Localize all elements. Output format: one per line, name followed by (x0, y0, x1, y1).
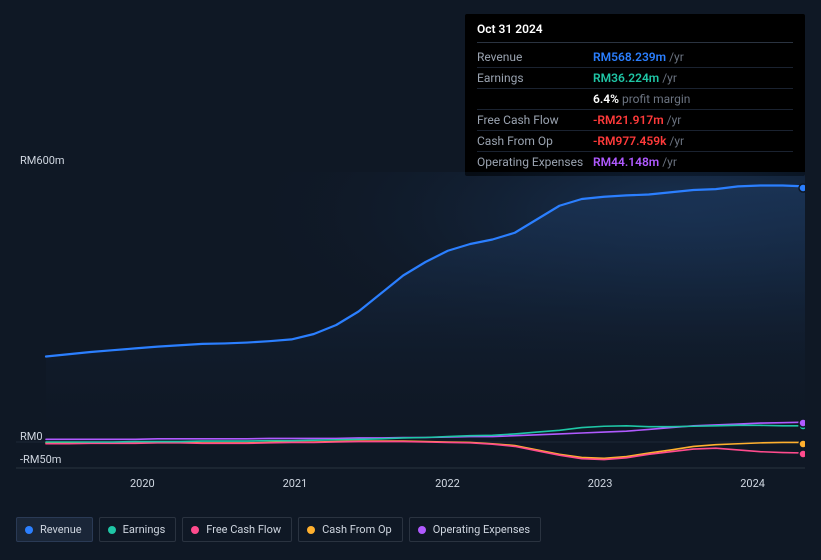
xtick: 2024 (740, 477, 765, 490)
legend-dot (25, 526, 33, 534)
legend-label: Operating Expenses (433, 523, 530, 536)
legend-item-earnings[interactable]: Earnings (99, 517, 177, 542)
legend-item-revenue[interactable]: Revenue (16, 517, 93, 542)
xtick: 2021 (283, 477, 308, 490)
legend-dot (191, 526, 199, 534)
tooltip-label: Cash From Op (477, 133, 593, 149)
tooltip-label: Revenue (477, 49, 593, 65)
tooltip-suffix: /yr (662, 70, 677, 86)
tooltip-row: RevenueRM568.239m/yr (477, 47, 793, 68)
tooltip-label: Earnings (477, 70, 593, 86)
financials-chart[interactable]: RM600m RM0 -RM50m 2020 2021 2022 2023 20… (16, 160, 805, 480)
tooltip-row: Free Cash Flow-RM21.917m/yr (477, 110, 793, 131)
chart-tooltip: Oct 31 2024 RevenueRM568.239m/yrEarnings… (465, 14, 805, 176)
tooltip-value: -RM21.917m (593, 112, 664, 128)
tooltip-suffix: /yr (669, 133, 684, 149)
legend-label: Cash From Op (322, 523, 392, 536)
legend-item-op[interactable]: Cash From Op (298, 517, 403, 542)
tooltip-suffix: /yr (667, 112, 682, 128)
tooltip-label: Free Cash Flow (477, 112, 593, 128)
tooltip-value: -RM977.459k (593, 133, 666, 149)
xtick: 2023 (588, 477, 613, 490)
tooltip-sub-value: 6.4% (593, 91, 619, 107)
xtick: 2020 (130, 477, 155, 490)
tooltip-row: Cash From Op-RM977.459k/yr (477, 131, 793, 152)
legend-label: Revenue (40, 523, 82, 536)
legend: Revenue Earnings Free Cash Flow Cash From O… (16, 517, 541, 542)
legend-dot (108, 526, 116, 534)
ytick-max: RM600m (20, 154, 65, 167)
tooltip-value: RM568.239m (593, 49, 666, 65)
tooltip-subrow: 6.4% profit margin (477, 89, 793, 110)
xtick: 2022 (435, 477, 460, 490)
legend-label: Earnings (123, 523, 166, 536)
legend-label: Free Cash Flow (206, 523, 281, 536)
tooltip-row: EarningsRM36.224m/yr (477, 68, 793, 89)
xaxis: 2020 2021 2022 2023 2024 (46, 477, 805, 490)
legend-item-opex[interactable]: Operating Expenses (409, 517, 541, 542)
tooltip-sub-suffix: profit margin (622, 91, 690, 107)
tooltip-date: Oct 31 2024 (477, 22, 793, 43)
legend-dot (307, 526, 315, 534)
legend-item-fcf[interactable]: Free Cash Flow (182, 517, 292, 542)
tooltip-suffix: /yr (669, 49, 684, 65)
chart-canvas (16, 172, 805, 480)
tooltip-value: RM36.224m (593, 70, 659, 86)
legend-dot (418, 526, 426, 534)
